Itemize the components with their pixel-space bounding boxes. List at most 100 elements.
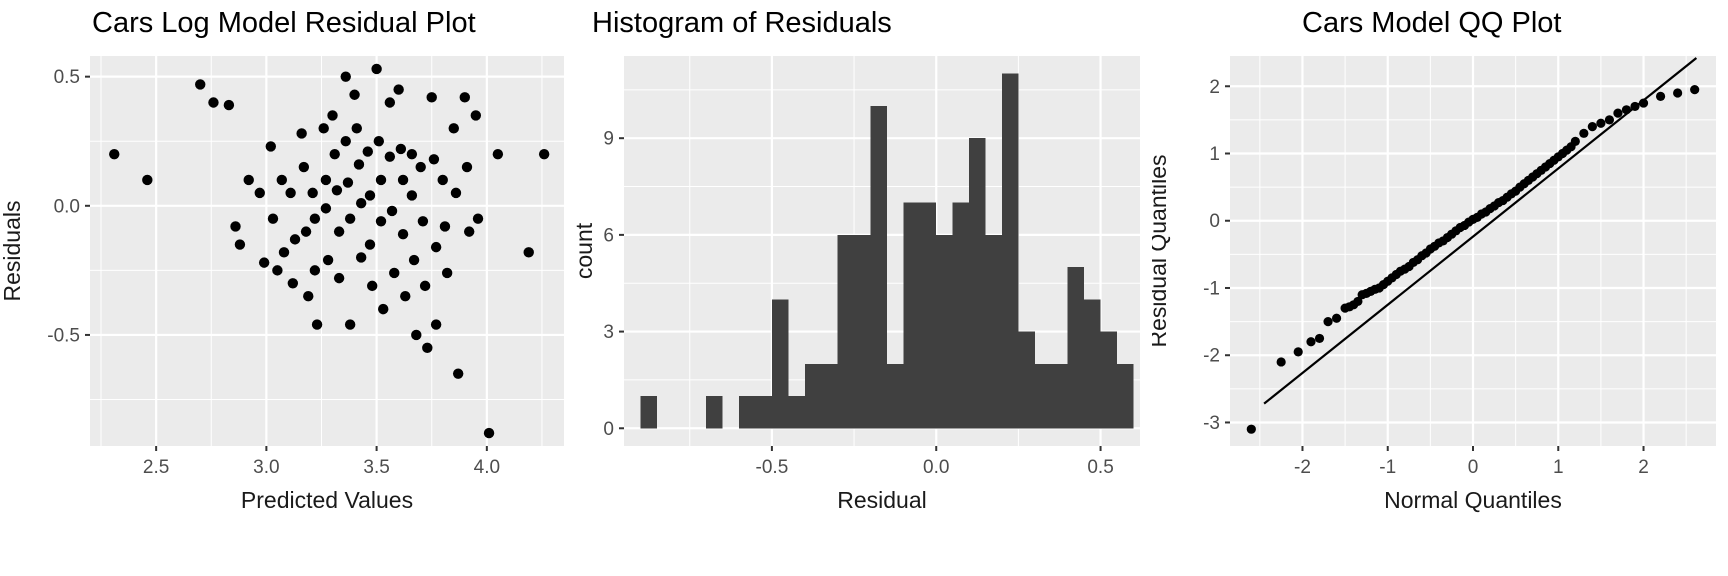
histogram-bar [936,234,953,429]
data-point [430,241,442,253]
data-point [419,280,431,292]
data-point [1604,115,1615,125]
data-point [331,185,343,196]
panel-background [90,56,564,446]
residual-scatter-canvas: 2.5 3.0 3.5 4.0 -0.5 0.0 0.5 Predicted Values Re… [0,56,564,513]
data-point [243,174,254,186]
data-point [296,128,307,139]
data-point [448,123,459,134]
data-point [344,319,356,330]
data-point [349,89,360,100]
data-point [362,146,373,157]
data-point [395,143,407,155]
plot-title-qq: Cars Model QQ Plot [1302,7,1562,39]
data-point [276,174,288,186]
data-point [309,265,321,276]
data-point [459,92,470,103]
data-point [1621,105,1632,115]
data-point [344,213,356,224]
data-point [411,329,422,341]
data-point [351,123,362,134]
data-point [300,226,312,237]
data-point [1306,337,1316,347]
data-point [400,290,411,302]
y-tick-label: 3 [603,322,614,343]
data-point [320,203,332,214]
x-tick-label: 1 [1553,457,1564,478]
data-point [322,254,334,266]
x-tick-label: 0 [1468,457,1479,478]
histogram-bar [919,202,937,429]
data-point [298,161,310,173]
histogram-bar [1034,363,1052,429]
data-point [386,205,398,217]
x-axis-title: Residual [837,487,927,513]
data-point [364,239,376,250]
data-point [364,190,376,201]
data-point [230,221,241,232]
data-point [393,84,404,95]
x-tick-label: 3.0 [253,457,279,478]
data-point [223,99,235,111]
histogram-bar [1116,363,1134,429]
data-point [287,278,299,289]
data-point [1323,317,1333,327]
histogram-bar [640,396,657,429]
histogram-bar [739,396,756,429]
data-point [384,97,396,108]
data-point [378,303,389,315]
y-tick-label: -2 [1203,346,1220,367]
x-tick-label: 0.5 [1087,457,1113,478]
data-point [417,216,429,227]
data-point [303,290,314,302]
data-point [355,252,367,263]
data-point [327,110,338,121]
data-point [234,239,246,250]
y-tick-label: 0 [603,419,614,440]
histogram-bar [1067,267,1085,429]
histogram-bar [821,363,838,429]
data-point [340,71,351,82]
data-point [371,63,382,75]
data-point [406,190,418,201]
data-point [439,221,451,232]
data-point [329,148,340,160]
data-point [1690,85,1700,95]
data-point [1570,136,1580,146]
data-point [1314,333,1325,344]
data-point [309,213,321,224]
qq-reference-line [1263,57,1698,405]
data-point [285,187,296,199]
data-point [492,148,504,160]
data-point [333,272,345,284]
y-tick-label: 0.0 [54,196,80,217]
data-points [109,63,550,439]
histogram-bar [985,234,1002,429]
data-point [342,177,354,188]
data-point [389,267,400,279]
data-point [1596,118,1606,128]
x-tick-label: -1 [1379,457,1396,478]
data-point [1353,296,1363,307]
data-point [254,187,265,199]
data-point [366,280,378,292]
data-point [1293,347,1303,357]
histogram-bar [771,299,789,429]
data-point [320,174,332,186]
data-point [109,148,120,160]
data-point [340,136,351,147]
data-point [1673,88,1683,98]
y-axis-title: Residual Quantiles [1152,154,1171,347]
histogram-bar [969,138,986,429]
qq-plot-figure: Cars Model QQ Plot -2 -1 0 1 2 -3 -2 -1 0 1 2 Norma… [1152,0,1728,576]
histogram-bar [886,363,904,429]
data-point [375,174,387,186]
y-tick-label: -1 [1203,278,1220,299]
data-point [278,247,290,258]
x-tick-label: -0.5 [756,457,789,478]
data-points [1246,85,1700,434]
y-tick-label: 6 [603,225,614,246]
data-point [450,187,462,199]
plot-title-residual: Cars Log Model Residual Plot [92,7,476,39]
data-point [142,174,153,186]
